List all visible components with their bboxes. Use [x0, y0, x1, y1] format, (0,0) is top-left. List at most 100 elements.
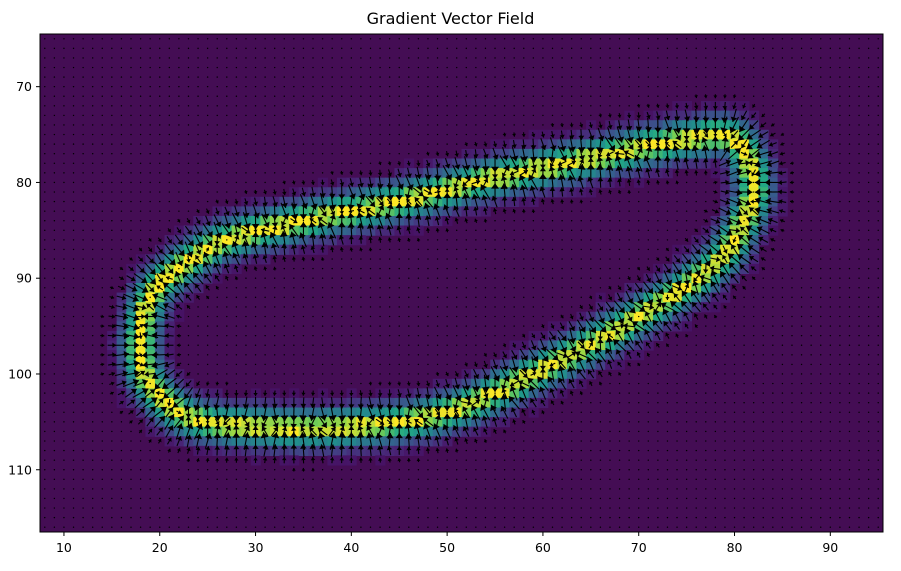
quiver-dot — [72, 296, 75, 299]
quiver-dot — [63, 334, 65, 337]
quiver-dot — [561, 95, 563, 97]
quiver-dot — [369, 38, 372, 40]
quiver-arrow-head — [501, 388, 507, 394]
quiver-arrow-head — [141, 379, 148, 386]
quiver-dot — [542, 440, 544, 442]
quiver-dot — [388, 124, 391, 126]
quiver-dot — [274, 306, 276, 308]
quiver-arrow-head — [203, 415, 212, 421]
quiver-dot — [44, 258, 46, 260]
quiver-dot — [274, 172, 276, 174]
quiver-dot — [580, 47, 582, 50]
quiver-dot — [302, 76, 305, 78]
quiver-dot — [408, 287, 410, 289]
quiver-arrow-head — [308, 212, 316, 219]
quiver-dot — [369, 488, 372, 490]
quiver-dot — [436, 516, 439, 519]
quiver-arrow-head — [444, 152, 450, 157]
quiver-arrow-head — [472, 165, 481, 172]
quiver-dot — [274, 277, 276, 279]
quiver-arrow-head — [588, 316, 595, 322]
quiver-dot — [484, 449, 487, 452]
quiver-arrow-head — [195, 433, 203, 440]
quiver-arrow-head — [512, 209, 517, 213]
quiver-dot — [494, 526, 496, 528]
quiver-dot — [274, 497, 276, 500]
quiver-arrow-head — [406, 162, 411, 166]
quiver-arrow-head — [242, 253, 249, 259]
quiver-dot — [341, 267, 343, 270]
quiver-dot — [312, 162, 314, 164]
quiver-arrow-head — [560, 400, 565, 405]
quiver-dot — [101, 296, 103, 299]
quiver-arrow-head — [154, 383, 161, 390]
quiver-dot — [427, 85, 429, 88]
quiver-dot — [341, 124, 343, 126]
quiver-dot — [44, 172, 46, 174]
quiver-dot — [283, 66, 285, 69]
quiver-dot — [360, 344, 362, 346]
quiver-arrow-head — [587, 369, 593, 375]
quiver-dot — [216, 85, 218, 88]
quiver-dot — [245, 76, 247, 78]
quiver-dot — [197, 516, 199, 519]
quiver-dot — [513, 507, 515, 509]
quiver-arrow-head — [261, 242, 269, 248]
quiver-dot — [590, 469, 592, 471]
quiver-dot — [570, 411, 573, 413]
quiver-dot — [590, 267, 592, 270]
quiver-arrow-head — [550, 400, 555, 405]
quiver-dot — [91, 306, 94, 308]
quiver-arrow-head — [483, 428, 488, 433]
quiver-dot — [341, 143, 343, 145]
quiver-dot — [197, 153, 199, 155]
quiver-dot — [139, 507, 142, 509]
quiver-dot — [254, 306, 257, 308]
quiver-dot — [206, 354, 209, 356]
quiver-dot — [111, 430, 113, 433]
quiver-dot — [523, 430, 525, 433]
quiver-arrow-head — [129, 257, 133, 261]
quiver-dot — [72, 363, 75, 366]
quiver-arrow-head — [541, 334, 546, 339]
quiver-arrow-head — [196, 458, 200, 462]
quiver-dot — [590, 411, 592, 413]
quiver-arrow-head — [348, 182, 355, 187]
quiver-dot — [446, 239, 448, 241]
quiver-arrow-head — [598, 124, 603, 129]
quiver-dot — [130, 153, 132, 155]
quiver-dot — [63, 105, 65, 107]
quiver-dot — [245, 334, 247, 337]
quiver-dot — [91, 153, 94, 155]
quiver-dot — [187, 325, 190, 327]
quiver-dot — [427, 459, 429, 461]
quiver-dot — [178, 526, 180, 528]
quiver-arrow-head — [404, 414, 412, 421]
quiver-arrow-head — [509, 183, 518, 190]
quiver-dot — [350, 478, 353, 481]
quiver-dot — [235, 191, 238, 193]
quiver-dot — [436, 459, 439, 461]
quiver-dot — [446, 325, 448, 327]
quiver-arrow-head — [317, 221, 326, 229]
quiver-dot — [494, 516, 496, 519]
quiver-dot — [321, 325, 324, 327]
quiver-dot — [350, 153, 353, 155]
quiver-dot — [149, 220, 151, 222]
quiver-dot — [379, 478, 381, 481]
quiver-arrow-head — [176, 448, 181, 452]
quiver-dot — [494, 105, 496, 107]
quiver-dot — [331, 507, 333, 509]
quiver-arrow-head — [338, 213, 346, 219]
quiver-dot — [465, 258, 467, 260]
quiver-dot — [53, 66, 56, 69]
quiver-arrow-head — [272, 392, 277, 396]
quiver-dot — [417, 277, 420, 279]
quiver-dot — [130, 105, 132, 107]
quiver-dot — [580, 57, 582, 59]
quiver-dot — [542, 497, 544, 500]
quiver-dot — [456, 354, 458, 356]
quiver-dot — [379, 85, 381, 88]
quiver-arrow-head — [141, 341, 148, 350]
quiver-dot — [235, 95, 238, 97]
